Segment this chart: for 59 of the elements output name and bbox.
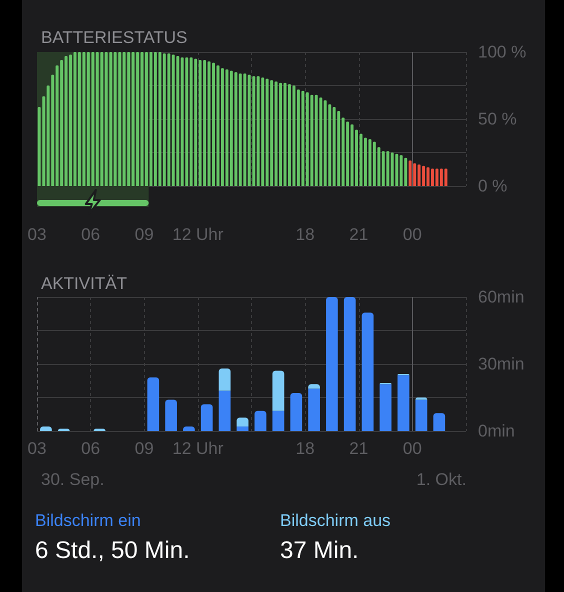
x-tick-label: 18: [296, 439, 315, 458]
bar: [398, 375, 410, 431]
bar: [218, 368, 231, 391]
x-tick-label: 03: [28, 225, 46, 244]
bar: [400, 155, 403, 186]
bar: [172, 54, 175, 186]
bar: [444, 168, 448, 186]
chart-title: AKTIVITÄT: [41, 274, 127, 293]
x-tick-label: 06: [81, 439, 100, 458]
bar: [328, 104, 332, 186]
x-tick-label: 21: [349, 439, 368, 458]
bar: [165, 400, 177, 431]
text: 37 Min.: [280, 537, 360, 565]
bar: [200, 404, 213, 431]
bar: [272, 410, 284, 431]
bar: [114, 52, 117, 186]
x-tick-label: 18: [296, 225, 315, 244]
bar: [408, 160, 412, 186]
y-tick-label: 50 %: [478, 110, 517, 128]
x-tick-label: 12 Uhr: [172, 225, 224, 244]
y-tick-label: 0 %: [478, 176, 508, 196]
x-tick-label: 09: [134, 439, 154, 458]
bar: [254, 410, 266, 431]
y-tick-label: 30min: [478, 354, 524, 374]
bar: [147, 377, 160, 431]
ref-line-label: 30. Sep.: [41, 470, 104, 489]
text: Bildschirm aus: [280, 511, 391, 531]
x-tick-label: 00: [402, 225, 422, 244]
y-tick-label: 0min: [478, 422, 515, 440]
bar: [308, 388, 320, 431]
y-tick-label: 60min: [478, 288, 524, 306]
x-tick-label: 06: [81, 225, 100, 244]
bar: [290, 393, 302, 431]
x-tick-label: 12 Uhr: [172, 439, 224, 458]
x-tick-label: 00: [402, 439, 422, 458]
text: Bildschirm ein: [35, 511, 141, 531]
y-tick-label: 100 %: [478, 42, 526, 62]
bar: [236, 418, 248, 427]
bar: [344, 297, 356, 431]
bar: [362, 312, 374, 431]
bar: [314, 94, 318, 186]
bar: [100, 52, 104, 186]
bar: [236, 426, 248, 431]
x-tick-label: 09: [134, 225, 154, 244]
text: 6 Std., 50 Min.: [35, 537, 190, 565]
bar: [326, 297, 338, 431]
bar: [386, 151, 390, 186]
bar: [272, 370, 284, 411]
bar: [380, 384, 392, 431]
chart-title: BATTERIESTATUS: [41, 28, 188, 47]
x-tick-label: 03: [28, 439, 46, 458]
bar: [185, 57, 188, 186]
bar: [256, 76, 260, 186]
bar: [433, 413, 446, 431]
x-tick-label: 21: [349, 225, 368, 244]
ref-line-label: 1. Okt.: [416, 470, 466, 489]
bar: [415, 400, 428, 431]
bar: [218, 390, 231, 431]
bar: [243, 73, 246, 186]
